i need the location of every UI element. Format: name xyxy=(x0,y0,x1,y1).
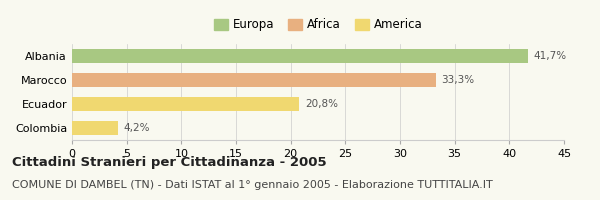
Bar xyxy=(72,121,118,135)
Legend: Europa, Africa, America: Europa, Africa, America xyxy=(209,14,427,36)
Text: COMUNE DI DAMBEL (TN) - Dati ISTAT al 1° gennaio 2005 - Elaborazione TUTTITALIA.: COMUNE DI DAMBEL (TN) - Dati ISTAT al 1°… xyxy=(12,180,493,190)
Bar xyxy=(72,73,436,87)
Text: 20,8%: 20,8% xyxy=(305,99,338,109)
Bar xyxy=(72,97,299,111)
Text: 33,3%: 33,3% xyxy=(442,75,475,85)
Text: Cittadini Stranieri per Cittadinanza - 2005: Cittadini Stranieri per Cittadinanza - 2… xyxy=(12,156,326,169)
Bar xyxy=(72,49,528,63)
Text: 4,2%: 4,2% xyxy=(124,123,150,133)
Text: 41,7%: 41,7% xyxy=(533,51,566,61)
